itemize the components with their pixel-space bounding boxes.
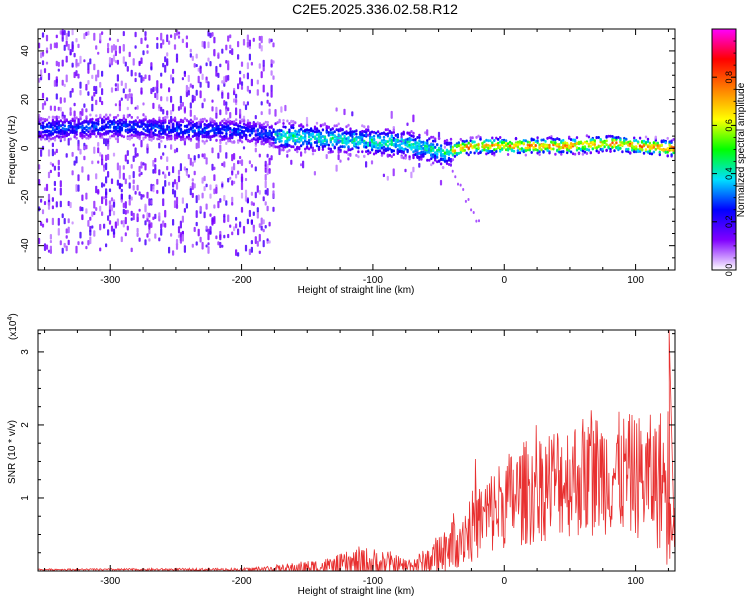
spectrogram-y-tick-label: -40: [20, 238, 31, 253]
snr-x-tick-label: -300: [100, 576, 120, 587]
snr-x-tick-label: -200: [232, 576, 252, 587]
colorbar-tick-label: 0.8: [724, 71, 734, 84]
snr-x-tick-label: -100: [363, 576, 383, 587]
snr-x-tick-label: 100: [627, 576, 644, 587]
snr-multiplier-base: (x10: [8, 320, 19, 340]
spectrogram-x-axis-label: Height of straight line (km): [298, 285, 415, 296]
colorbar: 0.0 0.2 0.4 0.6 0.8 Normalized spectral ampl…: [711, 28, 747, 277]
spectrogram-x-tick-label: 100: [627, 275, 644, 286]
snr-x-tick-label: 0: [501, 576, 507, 587]
snr-frame: [37, 329, 676, 572]
colorbar-label: Normalized spectral amplitude: [736, 82, 747, 217]
spectrogram-x-tick-label: -300: [100, 275, 120, 286]
snr-x-axis-label: Height of straight line (km): [298, 586, 415, 597]
spectrogram-y-axis-label: Frequency (Hz): [7, 116, 18, 185]
spectrogram-y-tick-label: 0: [20, 145, 31, 151]
snr-y-tick-label: 1: [20, 495, 31, 501]
colorbar-ticks: 0.0 0.2 0.4 0.6 0.8: [712, 40, 736, 277]
colorbar-tick-label: 0.0: [724, 264, 734, 277]
colorbar-tick-label: 0.6: [724, 119, 734, 132]
figure-title: C2E5.2025.336.02.58.R12: [292, 1, 458, 17]
spectrogram-y-tick-label: 40: [20, 45, 31, 57]
snr-multiplier: (x104): [7, 313, 19, 340]
spectrogram-y-tick-label: -20: [20, 189, 31, 204]
colorbar-tick-label: 0.2: [724, 216, 734, 229]
snr-multiplier-close: ): [8, 313, 19, 316]
snr-y-tick-label: 2: [20, 422, 31, 428]
snr-multiplier-exponent: 4: [7, 317, 14, 321]
spectrogram-y-tick-label: 20: [20, 94, 31, 106]
colorbar-tick-label: 0.4: [724, 167, 734, 180]
colorbar-gradient: [712, 29, 736, 270]
spectrogram-x-tick-label: 0: [501, 275, 507, 286]
spectrogram-x-tick-label: -200: [232, 275, 252, 286]
spectrogram-x-tick-label: -100: [363, 275, 383, 286]
snr-y-axis-label: SNR (10 * v/v): [7, 420, 18, 484]
snr-y-tick-label: 3: [20, 349, 31, 355]
snr-panel: -300 -200 -100 0 100 1 2 3 Height of straight l…: [7, 313, 676, 597]
snr-ticks: -300 -200 -100 0 100 1 2 3: [20, 330, 675, 587]
spectrogram-heatmap: [38, 29, 675, 257]
snr-series-line: [38, 330, 675, 571]
spectrogram-frame: [37, 28, 676, 271]
svg-text:(x104): (x104): [7, 313, 19, 340]
